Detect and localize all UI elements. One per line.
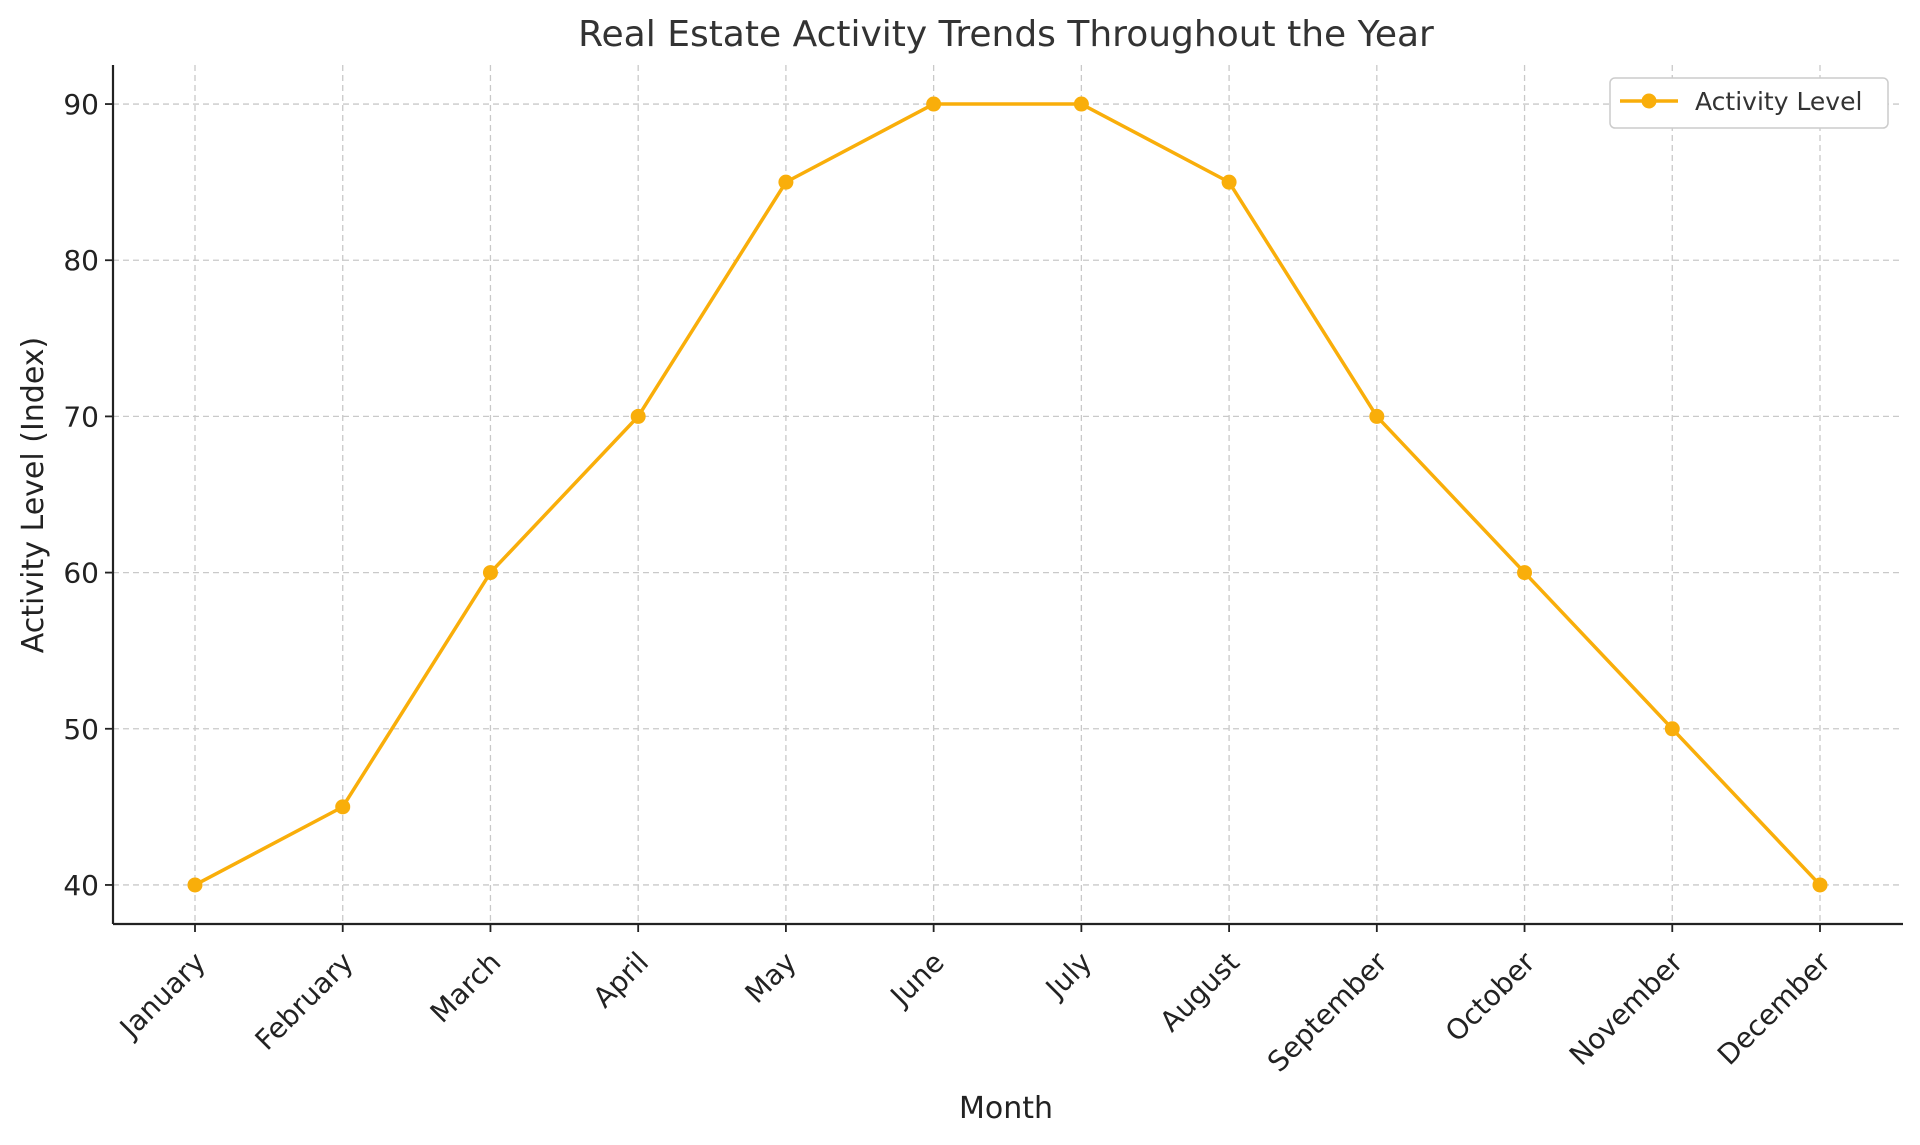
y-axis-label: Activity Level (Index) xyxy=(16,337,51,653)
legend: Activity Level xyxy=(1609,77,1889,129)
y-tick-label: 60 xyxy=(63,557,99,590)
x-tick-label: April xyxy=(587,946,656,1015)
x-tick-label: December xyxy=(1711,945,1837,1071)
grid xyxy=(113,65,1903,924)
legend-label: Activity Level xyxy=(1695,87,1862,116)
y-tick-label: 50 xyxy=(63,713,99,746)
x-tick-label: November xyxy=(1563,945,1690,1072)
y-axis-ticks: 40 50 60 70 80 90 xyxy=(63,88,113,902)
x-axis-label: Month xyxy=(959,1091,1053,1126)
x-tick-label: July xyxy=(1038,946,1098,1006)
x-tick-label: October xyxy=(1439,945,1542,1048)
data-point xyxy=(1812,877,1828,893)
data-point xyxy=(778,174,794,190)
y-tick-label: 80 xyxy=(63,244,99,277)
x-tick-label: September xyxy=(1261,945,1394,1078)
x-tick-label: June xyxy=(883,946,951,1014)
x-tick-label: August xyxy=(1153,946,1246,1039)
x-tick-label: March xyxy=(424,946,508,1030)
data-point xyxy=(1664,721,1680,737)
data-point xyxy=(1221,174,1237,190)
x-tick-label: February xyxy=(249,946,360,1057)
legend-marker-swatch xyxy=(1641,93,1657,109)
data-point xyxy=(1517,565,1533,581)
y-tick-label: 70 xyxy=(63,400,99,433)
data-point xyxy=(187,877,203,893)
axes xyxy=(111,65,1903,926)
data-point xyxy=(926,96,942,112)
y-tick-label: 40 xyxy=(63,869,99,902)
x-tick-label: January xyxy=(112,946,212,1046)
legend-box xyxy=(1609,77,1889,129)
series-group xyxy=(187,96,1828,893)
y-tick-label: 90 xyxy=(63,88,99,121)
data-point xyxy=(1369,408,1385,424)
x-tick-label: May xyxy=(739,946,803,1010)
series-line xyxy=(193,102,1822,887)
data-point xyxy=(335,799,351,815)
data-point xyxy=(482,565,498,581)
x-axis-ticks: January February March April May June July Augu… xyxy=(112,924,1837,1078)
data-point xyxy=(1073,96,1089,112)
chart-title: Real Estate Activity Trends Throughout t… xyxy=(578,14,1434,55)
data-point xyxy=(630,408,646,424)
